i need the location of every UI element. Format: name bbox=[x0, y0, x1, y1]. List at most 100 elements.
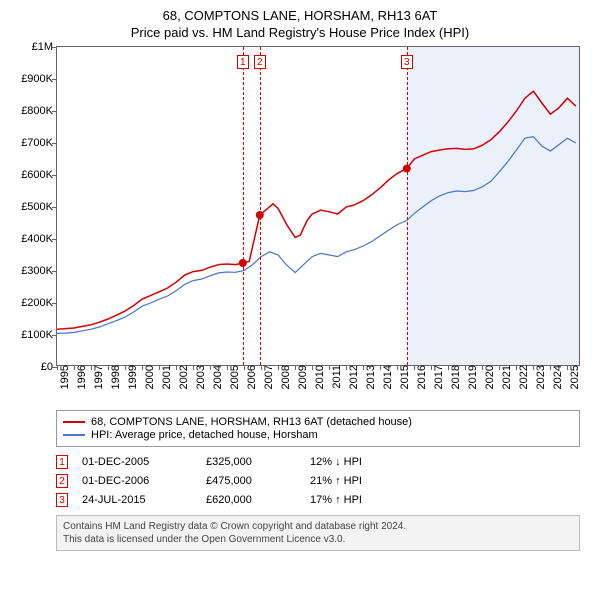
x-axis-tick bbox=[363, 365, 364, 370]
x-axis-label: 2007 bbox=[257, 365, 275, 389]
x-axis-label: 1997 bbox=[87, 365, 105, 389]
x-axis-tick bbox=[210, 365, 211, 370]
transaction-date: 24-JUL-2015 bbox=[82, 494, 192, 506]
x-axis-label: 2023 bbox=[529, 365, 547, 389]
y-axis-tick bbox=[52, 79, 57, 80]
x-axis-label: 2005 bbox=[223, 365, 241, 389]
transaction-index: 2 bbox=[56, 474, 68, 488]
chart-container: 68, COMPTONS LANE, HORSHAM, RH13 6AT Pri… bbox=[0, 0, 600, 555]
x-axis-tick bbox=[431, 365, 432, 370]
transactions-table: 101-DEC-2005£325,00012% ↓ HPI201-DEC-200… bbox=[56, 455, 580, 507]
x-axis-tick bbox=[329, 365, 330, 370]
legend-swatch bbox=[63, 434, 85, 436]
x-axis-label: 2016 bbox=[410, 365, 428, 389]
x-axis-label: 2012 bbox=[342, 365, 360, 389]
x-axis-label: 2011 bbox=[325, 365, 343, 389]
x-axis-tick bbox=[244, 365, 245, 370]
y-axis-tick bbox=[52, 47, 57, 48]
y-axis-tick bbox=[52, 303, 57, 304]
x-axis-label: 1998 bbox=[104, 365, 122, 389]
legend-row: 68, COMPTONS LANE, HORSHAM, RH13 6AT (de… bbox=[63, 416, 573, 428]
x-axis-label: 2008 bbox=[274, 365, 292, 389]
x-axis-label: 2006 bbox=[240, 365, 258, 389]
x-axis-tick bbox=[312, 365, 313, 370]
transaction-row: 101-DEC-2005£325,00012% ↓ HPI bbox=[56, 455, 580, 469]
y-axis-tick bbox=[52, 271, 57, 272]
x-axis-label: 2015 bbox=[393, 365, 411, 389]
sale-marker-line bbox=[243, 47, 244, 365]
x-axis-label: 2002 bbox=[172, 365, 190, 389]
x-axis-tick bbox=[550, 365, 551, 370]
chart-subtitle: Price paid vs. HM Land Registry's House … bbox=[10, 25, 590, 40]
y-axis-tick bbox=[52, 239, 57, 240]
x-axis-label: 2017 bbox=[427, 365, 445, 389]
x-axis-label: 2019 bbox=[461, 365, 479, 389]
transaction-index: 3 bbox=[56, 493, 68, 507]
x-axis-tick bbox=[261, 365, 262, 370]
sale-marker-line bbox=[407, 47, 408, 365]
x-axis-tick bbox=[499, 365, 500, 370]
licence-footer: Contains HM Land Registry data © Crown c… bbox=[56, 515, 580, 551]
x-axis-tick bbox=[414, 365, 415, 370]
x-axis-tick bbox=[227, 365, 228, 370]
transaction-row: 324-JUL-2015£620,00017% ↑ HPI bbox=[56, 493, 580, 507]
x-axis-tick bbox=[57, 365, 58, 370]
title-block: 68, COMPTONS LANE, HORSHAM, RH13 6AT Pri… bbox=[10, 8, 590, 40]
transaction-delta: 12% ↓ HPI bbox=[310, 456, 362, 468]
x-axis-tick bbox=[91, 365, 92, 370]
transaction-date: 01-DEC-2005 bbox=[82, 456, 192, 468]
x-axis-tick bbox=[159, 365, 160, 370]
sale-marker-label: 1 bbox=[237, 55, 249, 69]
x-axis-label: 2025 bbox=[563, 365, 581, 389]
y-axis-tick bbox=[52, 207, 57, 208]
x-axis-tick bbox=[567, 365, 568, 370]
x-axis-tick bbox=[465, 365, 466, 370]
x-axis-tick bbox=[295, 365, 296, 370]
chart-title: 68, COMPTONS LANE, HORSHAM, RH13 6AT bbox=[10, 8, 590, 23]
x-axis-label: 1995 bbox=[53, 365, 71, 389]
x-axis-label: 2009 bbox=[291, 365, 309, 389]
x-axis-label: 2014 bbox=[376, 365, 394, 389]
x-axis-label: 1999 bbox=[121, 365, 139, 389]
transaction-price: £475,000 bbox=[206, 475, 296, 487]
legend-swatch bbox=[63, 421, 85, 423]
legend-text: 68, COMPTONS LANE, HORSHAM, RH13 6AT (de… bbox=[91, 416, 412, 428]
line-chart-svg bbox=[57, 47, 581, 367]
x-axis-tick bbox=[176, 365, 177, 370]
x-axis-label: 2010 bbox=[308, 365, 326, 389]
footer-line: This data is licensed under the Open Gov… bbox=[63, 533, 573, 546]
x-axis-tick bbox=[193, 365, 194, 370]
legend-text: HPI: Average price, detached house, Hors… bbox=[91, 429, 318, 441]
x-axis-tick bbox=[142, 365, 143, 370]
x-axis-tick bbox=[516, 365, 517, 370]
transaction-row: 201-DEC-2006£475,00021% ↑ HPI bbox=[56, 474, 580, 488]
x-axis-label: 2013 bbox=[359, 365, 377, 389]
series-subject bbox=[57, 91, 576, 329]
x-axis-label: 2021 bbox=[495, 365, 513, 389]
y-axis-tick bbox=[52, 175, 57, 176]
x-axis-label: 2000 bbox=[138, 365, 156, 389]
x-axis-tick bbox=[125, 365, 126, 370]
y-axis-tick bbox=[52, 111, 57, 112]
transaction-index: 1 bbox=[56, 455, 68, 469]
sale-marker-label: 2 bbox=[254, 55, 266, 69]
legend-box: 68, COMPTONS LANE, HORSHAM, RH13 6AT (de… bbox=[56, 410, 580, 447]
x-axis-label: 2022 bbox=[512, 365, 530, 389]
sale-marker-line bbox=[260, 47, 261, 365]
footer-line: Contains HM Land Registry data © Crown c… bbox=[63, 520, 573, 533]
x-axis-tick bbox=[278, 365, 279, 370]
legend-row: HPI: Average price, detached house, Hors… bbox=[63, 429, 573, 441]
x-axis-label: 2018 bbox=[444, 365, 462, 389]
x-axis-tick bbox=[533, 365, 534, 370]
transaction-price: £620,000 bbox=[206, 494, 296, 506]
transaction-delta: 21% ↑ HPI bbox=[310, 475, 362, 487]
x-axis-tick bbox=[380, 365, 381, 370]
x-axis-tick bbox=[448, 365, 449, 370]
x-axis-tick bbox=[108, 365, 109, 370]
y-axis-tick bbox=[52, 143, 57, 144]
x-axis-label: 2004 bbox=[206, 365, 224, 389]
x-axis-label: 2020 bbox=[478, 365, 496, 389]
y-axis-tick bbox=[52, 335, 57, 336]
x-axis-label: 2003 bbox=[189, 365, 207, 389]
x-axis-tick bbox=[482, 365, 483, 370]
